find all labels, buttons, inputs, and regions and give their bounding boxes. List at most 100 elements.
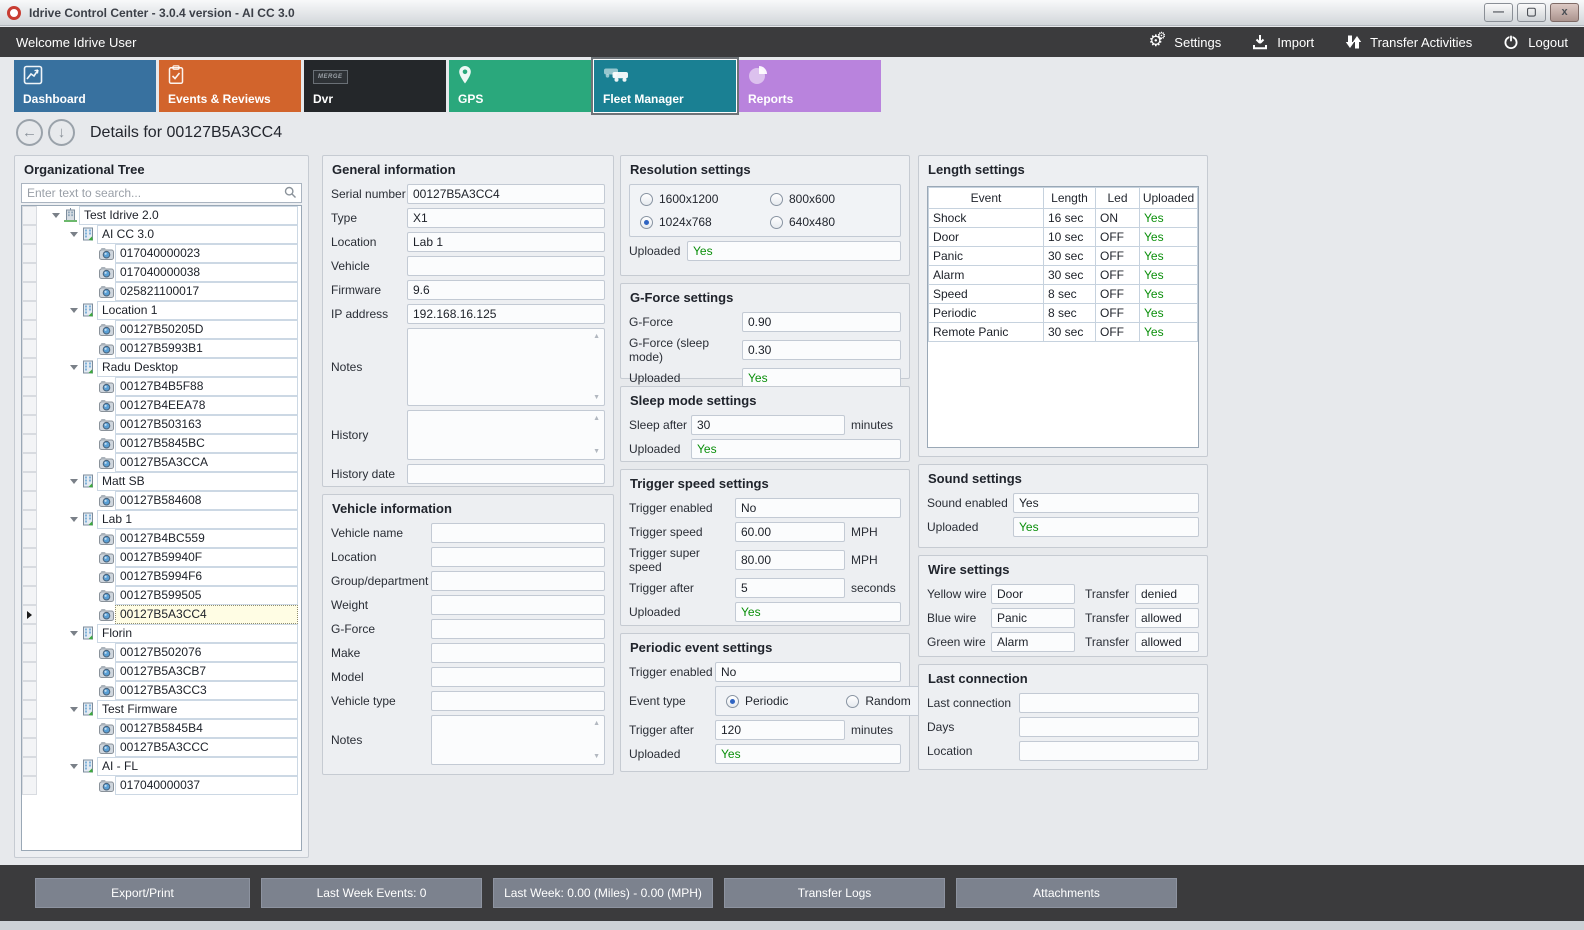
vehicle-type-field[interactable]: [431, 691, 605, 711]
tree-node[interactable]: 00127B5A3CC3: [22, 681, 301, 700]
tree-node[interactable]: 00127B4EEA78: [22, 396, 301, 415]
history-textarea[interactable]: ▲ ▼: [407, 410, 605, 460]
tree-node[interactable]: 00127B599505: [22, 586, 301, 605]
tree-node[interactable]: 025821100017: [22, 282, 301, 301]
firmware-field[interactable]: [407, 280, 605, 300]
scroll-down-button[interactable]: ↓: [48, 119, 75, 146]
scroll-down-icon[interactable]: ▼: [593, 394, 600, 401]
length-row[interactable]: Alarm 30 sec OFF Yes: [928, 265, 1198, 285]
radio-random[interactable]: Random: [846, 694, 911, 708]
back-button[interactable]: ←: [16, 119, 43, 146]
tree-node[interactable]: 00127B4B5F88: [22, 377, 301, 396]
scroll-up-icon[interactable]: ▲: [593, 333, 600, 340]
export-print-button[interactable]: Export/Print: [35, 878, 250, 908]
days-field[interactable]: [1019, 717, 1199, 737]
trigger-super-speed-field[interactable]: [735, 550, 845, 570]
tree-node[interactable]: Test Idrive 2.0: [22, 206, 301, 225]
weight-field[interactable]: [431, 595, 605, 615]
last-connection-field[interactable]: [1019, 693, 1199, 713]
expand-collapse-icon[interactable]: [67, 700, 80, 719]
tab-dvr[interactable]: MERGE Dvr: [304, 60, 446, 112]
radio-periodic[interactable]: Periodic: [726, 694, 788, 708]
close-button[interactable]: x: [1550, 3, 1579, 22]
tab-events-reviews[interactable]: Events & Reviews: [159, 60, 301, 112]
tree-node[interactable]: 00127B50205D: [22, 320, 301, 339]
transfer-logs-button[interactable]: Transfer Logs: [724, 878, 945, 908]
history-date-field[interactable]: [407, 464, 605, 484]
last-week-0-00-miles-0-00-mph-button[interactable]: Last Week: 0.00 (Miles) - 0.00 (MPH): [493, 878, 713, 908]
blue-wire-transfer-field[interactable]: [1135, 608, 1199, 628]
tree-node[interactable]: 00127B502076: [22, 643, 301, 662]
trigger-after-field[interactable]: [735, 578, 845, 598]
radio-800x600[interactable]: 800x600: [770, 192, 890, 206]
expand-collapse-icon[interactable]: [67, 510, 80, 529]
notes-textarea[interactable]: ▲ ▼: [407, 328, 605, 406]
make-field[interactable]: [431, 643, 605, 663]
yellow-wire-field[interactable]: [991, 584, 1075, 604]
group-department-field[interactable]: [431, 571, 605, 591]
scroll-down-icon[interactable]: ▼: [593, 448, 600, 455]
expand-collapse-icon[interactable]: [67, 225, 80, 244]
radio-1600x1200[interactable]: 1600x1200: [640, 192, 760, 206]
length-row[interactable]: Periodic 8 sec OFF Yes: [928, 303, 1198, 323]
tree-node[interactable]: 00127B5A3CC4: [22, 605, 301, 624]
green-wire-transfer-field[interactable]: [1135, 632, 1199, 652]
expand-collapse-icon[interactable]: [67, 757, 80, 776]
g-force-sleep-mode-field[interactable]: [742, 340, 901, 360]
serial-number-field[interactable]: [407, 184, 605, 204]
location-field[interactable]: [431, 547, 605, 567]
tree-node[interactable]: 017040000037: [22, 776, 301, 795]
radio-1024x768[interactable]: 1024x768: [640, 215, 760, 229]
tree-node[interactable]: 00127B503163: [22, 415, 301, 434]
expand-collapse-icon[interactable]: [67, 624, 80, 643]
tree-node[interactable]: 00127B4BC559: [22, 529, 301, 548]
tree-node[interactable]: 00127B5994F6: [22, 567, 301, 586]
uploaded-field[interactable]: [742, 368, 901, 388]
uploaded-field[interactable]: [715, 744, 901, 764]
g-force-field[interactable]: [431, 619, 605, 639]
expand-collapse-icon[interactable]: [67, 358, 80, 377]
tree-node[interactable]: AI - FL: [22, 757, 301, 776]
location-field[interactable]: [1019, 741, 1199, 761]
last-week-events-0-button[interactable]: Last Week Events: 0: [261, 878, 482, 908]
tree-node[interactable]: Matt SB: [22, 472, 301, 491]
radio-640x480[interactable]: 640x480: [770, 215, 890, 229]
tree-node[interactable]: Test Firmware: [22, 700, 301, 719]
length-row[interactable]: Door 10 sec OFF Yes: [928, 227, 1198, 247]
tree-node[interactable]: 00127B5A3CCA: [22, 453, 301, 472]
trigger-enabled-field[interactable]: [735, 498, 901, 518]
expand-collapse-icon[interactable]: [67, 301, 80, 320]
blue-wire-field[interactable]: [991, 608, 1075, 628]
maximize-button[interactable]: ▢: [1517, 3, 1546, 22]
tree-node[interactable]: Lab 1: [22, 510, 301, 529]
length-row[interactable]: Panic 30 sec OFF Yes: [928, 246, 1198, 266]
uploaded-field[interactable]: [687, 241, 901, 261]
scroll-up-icon[interactable]: ▲: [593, 415, 600, 422]
tree-node[interactable]: 00127B5845B4: [22, 719, 301, 738]
uploaded-field[interactable]: [735, 602, 901, 622]
tree-node[interactable]: 00127B5A3CCC: [22, 738, 301, 757]
tab-reports[interactable]: Reports: [739, 60, 881, 112]
yellow-wire-transfer-field[interactable]: [1135, 584, 1199, 604]
tree-node[interactable]: 00127B5A3CB7: [22, 662, 301, 681]
tree-node[interactable]: 00127B584608: [22, 491, 301, 510]
g-force-field[interactable]: [742, 312, 901, 332]
location-field[interactable]: [407, 232, 605, 252]
tree-node[interactable]: 017040000038: [22, 263, 301, 282]
trigger-after-field[interactable]: [715, 720, 845, 740]
attachments-button[interactable]: Attachments: [956, 878, 1177, 908]
tree-node[interactable]: 017040000023: [22, 244, 301, 263]
transfer-activities-button[interactable]: Transfer Activities: [1344, 33, 1472, 51]
uploaded-field[interactable]: [691, 439, 901, 459]
green-wire-field[interactable]: [991, 632, 1075, 652]
length-row[interactable]: Speed 8 sec OFF Yes: [928, 284, 1198, 304]
sound-enabled-field[interactable]: [1013, 493, 1199, 513]
tab-dashboard[interactable]: Dashboard: [14, 60, 156, 112]
sleep-after-field[interactable]: [691, 415, 845, 435]
settings-button[interactable]: ⚙ ⚙ Settings: [1148, 32, 1222, 51]
vehicle-name-field[interactable]: [431, 523, 605, 543]
tree-search-input[interactable]: [21, 183, 302, 203]
scroll-up-icon[interactable]: ▲: [593, 720, 600, 727]
notes-textarea[interactable]: ▲ ▼: [431, 715, 605, 765]
length-row[interactable]: Remote Panic 30 sec OFF Yes: [928, 322, 1198, 342]
